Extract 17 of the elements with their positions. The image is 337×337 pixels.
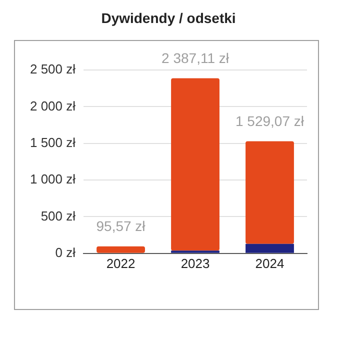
y-tick-label: 2 000 zł [30, 98, 76, 114]
x-tick-label: 2024 [255, 256, 284, 271]
x-tick-label: 2022 [106, 256, 136, 271]
total-label: 1 529,07 zł [236, 113, 305, 130]
chart-title: Dywidendy / odsetki [100, 10, 237, 26]
y-tick-label: 2 500 zł [30, 62, 76, 77]
y-tick-label: 1 000 zł [30, 172, 76, 187]
bar [171, 78, 220, 251]
y-tick-label: 0 zł [55, 244, 76, 260]
bar [246, 141, 294, 244]
y-tick-label: 500 zł [40, 208, 76, 224]
total-label: 2 387,11 zł [162, 50, 230, 66]
total-label: 95,57 zł [96, 218, 146, 234]
bar [246, 244, 294, 253]
x-tick-label: 2023 [180, 256, 210, 271]
y-tick-label: 1 500 zł [30, 134, 76, 150]
bar [96, 246, 145, 253]
